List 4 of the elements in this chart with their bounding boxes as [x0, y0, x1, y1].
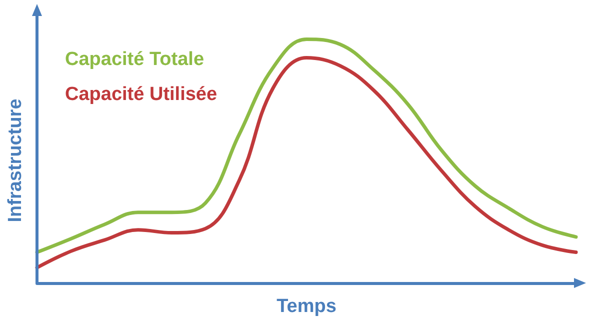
text: Capacité Totale: [65, 49, 204, 70]
x-axis-title: Temps: [276, 296, 336, 317]
text: Capacité Utilisée: [65, 84, 218, 105]
y-axis-title: Infrastructure: [5, 98, 26, 222]
